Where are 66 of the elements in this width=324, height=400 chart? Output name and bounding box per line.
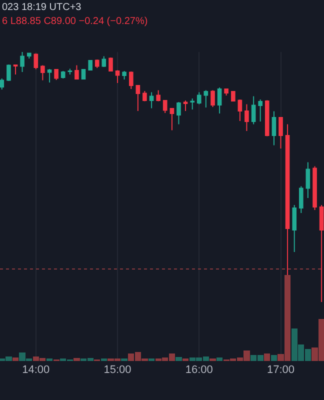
candlestick <box>278 116 283 149</box>
candlestick <box>258 99 262 122</box>
candlestick <box>47 68 52 83</box>
x-tick-label: 16:00 <box>185 364 213 376</box>
candlestick <box>319 204 324 302</box>
candlestick <box>122 70 126 80</box>
candlestick <box>136 84 140 112</box>
bar <box>121 358 128 361</box>
candlestick <box>285 124 290 276</box>
candlestick <box>74 64 79 80</box>
bar <box>46 358 53 361</box>
text: 023 18:19 UTC+3 <box>2 2 82 13</box>
bar <box>74 358 80 361</box>
candlestick <box>81 68 86 80</box>
candlestick <box>210 90 215 108</box>
candlestick <box>156 90 160 102</box>
bar <box>148 358 155 361</box>
candlestick <box>251 96 256 125</box>
candlestick <box>20 52 24 72</box>
candlestick <box>312 166 317 210</box>
candlestick <box>264 100 270 137</box>
candlestick <box>34 53 38 70</box>
bar <box>210 358 216 361</box>
candlestick <box>190 98 195 110</box>
bar <box>12 358 19 361</box>
candlestick <box>238 99 242 122</box>
candlestick <box>196 92 202 105</box>
x-tick-label: 17:00 <box>266 364 295 376</box>
candlestick <box>68 68 72 75</box>
candlestick <box>204 90 208 108</box>
candlestick <box>272 110 276 146</box>
candlestick <box>115 70 120 84</box>
candlestick <box>142 90 147 102</box>
bar <box>270 354 278 361</box>
candlestick <box>0 78 4 90</box>
candlestick <box>170 108 174 131</box>
candlestick <box>176 102 181 125</box>
candlestick <box>13 64 18 75</box>
candlestick <box>224 88 228 96</box>
candlestick <box>292 204 297 252</box>
candlestick <box>244 104 249 132</box>
bar <box>100 358 107 361</box>
candlestick <box>54 68 58 80</box>
bar <box>216 358 223 361</box>
x-tick-label: 15:00 <box>104 364 132 376</box>
candlestick <box>231 90 236 102</box>
candlestick <box>6 64 11 82</box>
candlestick <box>60 70 66 79</box>
candlestick <box>40 64 45 81</box>
bar <box>182 358 189 361</box>
candlestick <box>149 92 154 109</box>
candlestick <box>88 60 92 71</box>
candlestick <box>108 57 113 72</box>
bar <box>176 357 182 361</box>
candlestick <box>306 162 310 198</box>
candlestick <box>162 100 168 114</box>
x-tick-label: 14:00 <box>22 364 50 376</box>
candlestick <box>298 186 304 214</box>
candlestick <box>128 71 134 90</box>
text: 6 L88.85 C89.00 −0.24 (−0.27%) <box>2 16 148 27</box>
bar <box>264 353 270 361</box>
candlestick <box>26 52 32 59</box>
candlestick <box>94 59 100 68</box>
candlestick <box>102 56 106 68</box>
candlestick <box>183 100 188 112</box>
candlestick <box>217 87 222 114</box>
